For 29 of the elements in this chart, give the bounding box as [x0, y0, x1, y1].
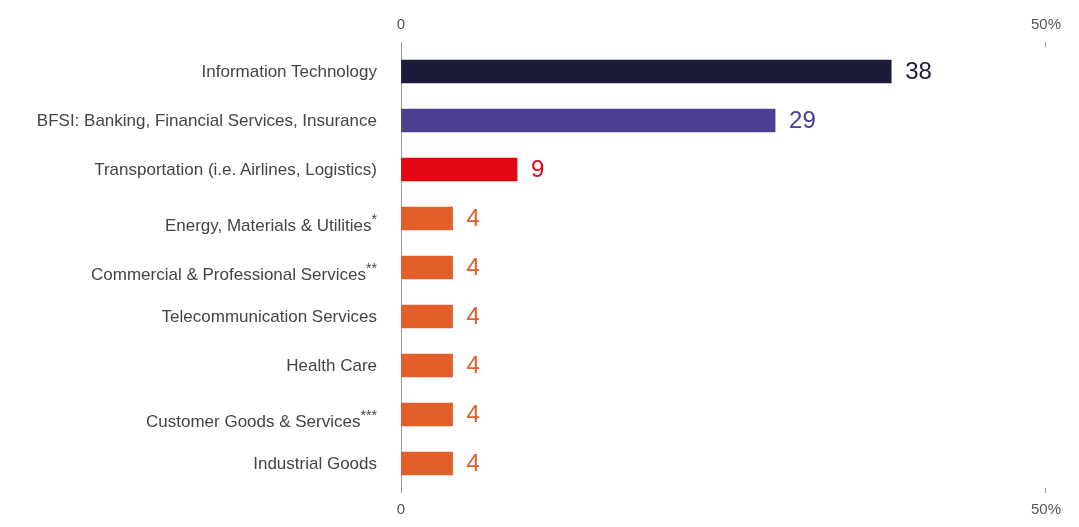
data-label: 4 — [466, 302, 480, 330]
data-label: 4 — [466, 351, 480, 379]
bar — [401, 304, 453, 329]
bar — [401, 402, 453, 427]
bar — [401, 59, 892, 84]
data-label: 4 — [466, 449, 480, 477]
y-tick-label: Energy, Materials & Utilities$^{*}$ — [164, 209, 377, 237]
data-label: 29 — [789, 106, 816, 134]
bar — [401, 353, 453, 378]
data-label: 4 — [466, 253, 480, 281]
y-tick-label: Information Technology — [201, 60, 377, 83]
bar — [401, 206, 453, 231]
bar — [401, 108, 776, 133]
y-tick-label: Customer Goods & Services$^{***}$ — [146, 405, 377, 433]
x2-tick-label: 50% — [1030, 15, 1061, 33]
y-tick-label: BFSI: Banking, Financial Services, Insurance — [36, 109, 377, 132]
y-tick-label: Telecommunication Services — [161, 305, 377, 328]
data-label: 4 — [466, 400, 480, 428]
bar — [401, 451, 453, 476]
data-label: 4 — [466, 204, 480, 232]
y-tick-label: Health Care — [286, 354, 377, 377]
bar — [401, 157, 518, 182]
bar — [401, 255, 453, 280]
data-label: 38 — [905, 57, 932, 85]
x2-tick-label: 0 — [396, 15, 406, 33]
y-tick-label: Commercial & Professional Services$^{**}$ — [91, 258, 377, 286]
y-tick-label: Industrial Goods — [253, 452, 377, 475]
y-tick-label: Transportation (i.e. Airlines, Logistics) — [94, 158, 377, 181]
data-label: 9 — [531, 155, 545, 183]
